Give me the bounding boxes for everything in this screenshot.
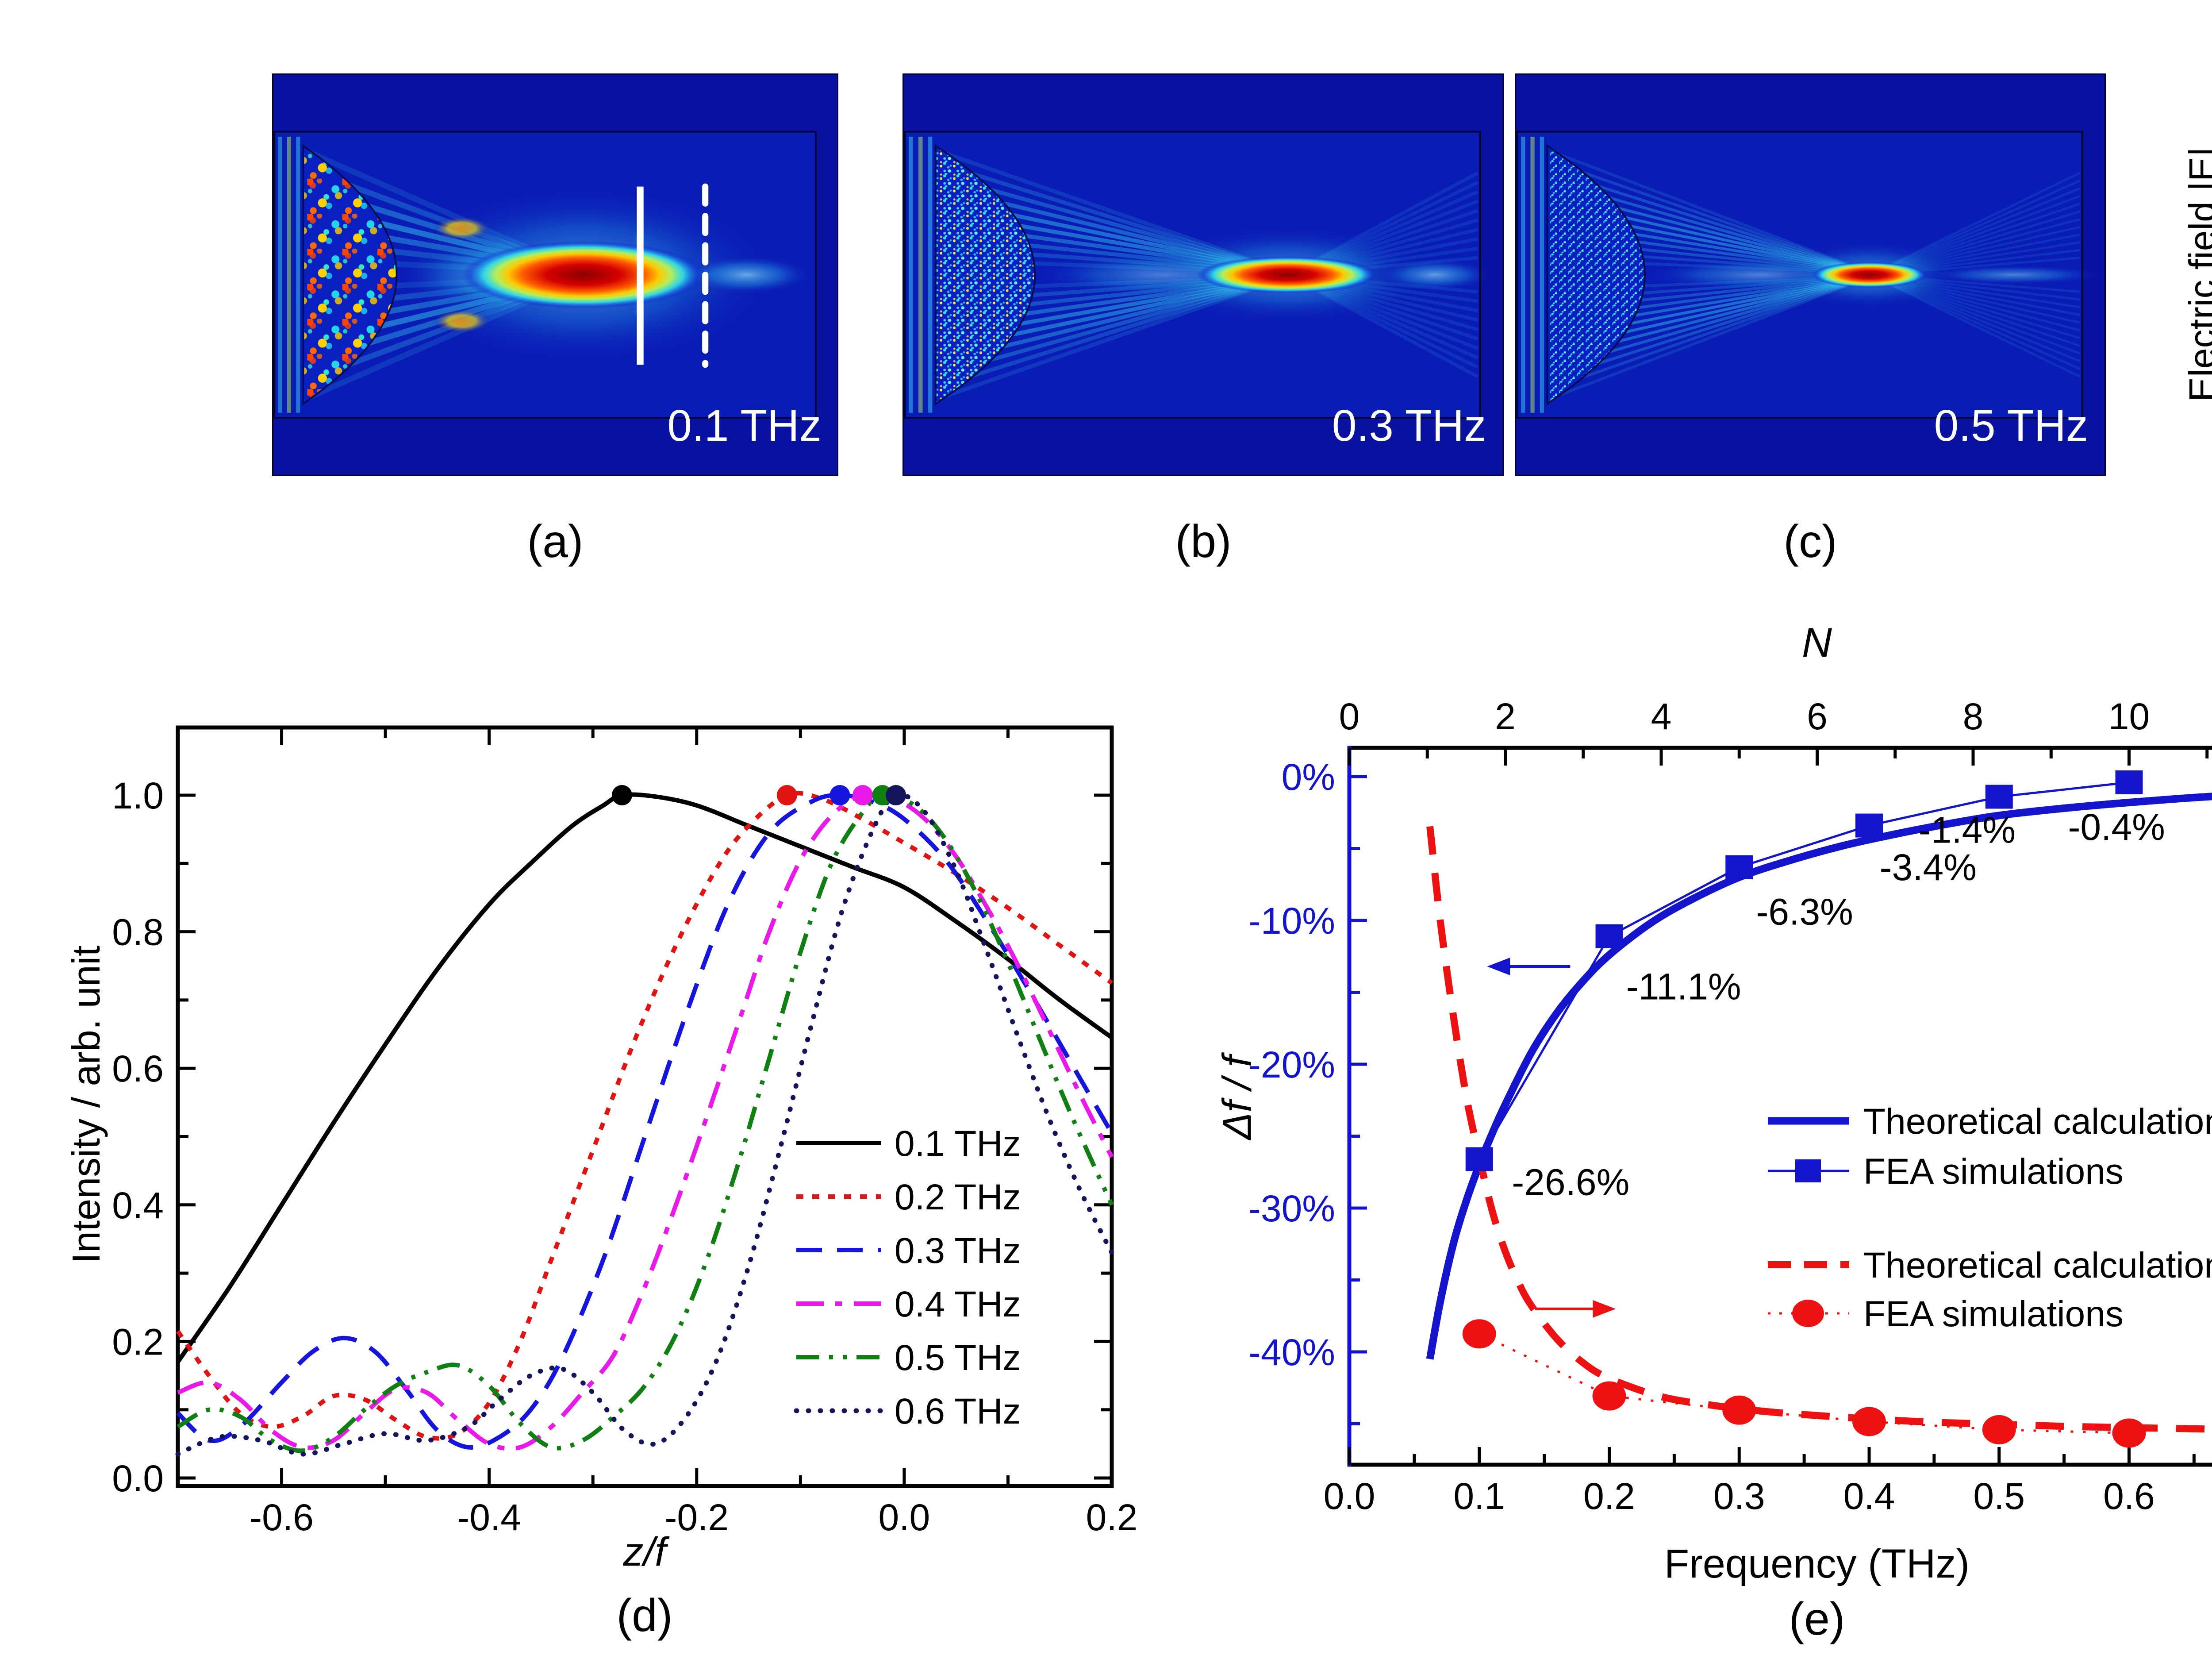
svg-text:8: 8: [1963, 696, 1984, 737]
svg-text:0.1: 0.1: [1453, 1475, 1505, 1517]
panel-e-plot: 0.00.10.20.30.40.50.60.70246810120%-10%-…: [1248, 696, 2212, 1517]
svg-text:0.5 THz: 0.5 THz: [895, 1338, 1021, 1378]
e-ticks: [1348, 748, 2209, 1465]
e-fea-circles: [1462, 1319, 2146, 1448]
e-left-axis-label: Δf / f: [1214, 1055, 1260, 1140]
focal-spot: [461, 241, 706, 309]
e-arrow: [1535, 1300, 1616, 1318]
field-map-panel-b: 0.3 THz: [902, 73, 1504, 476]
field-map-panel-a: 0.1 THz: [272, 73, 838, 476]
e-fea-squares: [1465, 770, 2143, 1171]
e-fea-blue-line: [1478, 781, 2129, 1160]
field-map-a: [272, 73, 838, 476]
svg-text:-0.4: -0.4: [457, 1497, 521, 1538]
svg-text:-0.6: -0.6: [250, 1497, 314, 1538]
svg-text:-6.3%: -6.3%: [1756, 891, 1853, 933]
svg-text:2: 2: [1495, 696, 1516, 737]
freq-label-c: 0.5 THz: [1934, 401, 2088, 451]
svg-text:-11.1%: -11.1%: [1626, 966, 1741, 1008]
svg-text:0.0: 0.0: [112, 1458, 164, 1499]
svg-text:-1.4%: -1.4%: [1919, 809, 2016, 851]
svg-text:0.4: 0.4: [112, 1185, 164, 1226]
panel-d-plot: -0.6 -0.4 -0.2 0.0 0.2 0.0 0.2 0.4 0.6 0.8 1.0 0.1 …: [112, 725, 1137, 1538]
d-tick-labels: -0.6 -0.4 -0.2 0.0 0.2 0.0 0.2 0.4 0.6 0.8 1.0: [112, 775, 1137, 1538]
d-curve-0.2THz: [176, 791, 1113, 1441]
d-curve-0.3THz: [176, 793, 1114, 1450]
svg-text:0.4 THz: 0.4 THz: [895, 1284, 1021, 1324]
e-curve-theory-blue: [1426, 793, 2212, 1360]
e-legend: Theoretical calculation FEA simulations Th…: [1768, 1101, 2212, 1334]
panel-label-c: (c): [1783, 516, 1837, 567]
svg-text:4: 4: [1651, 696, 1672, 737]
panel-label-a: (a): [527, 516, 584, 567]
field-map-c: [1515, 73, 2106, 476]
svg-text:0.1 THz: 0.1 THz: [895, 1124, 1021, 1164]
panel-label-e: (e): [1789, 1593, 1845, 1645]
e-top-axis-label: N: [1802, 619, 1832, 666]
svg-text:-10%: -10%: [1248, 900, 1335, 942]
d-peak-markers: [611, 785, 906, 805]
svg-text:0.6 THz: 0.6 THz: [895, 1391, 1021, 1432]
svg-text:0.2: 0.2: [1583, 1475, 1635, 1517]
e-annotations: -26.6% -11.1% -6.3% -3.4%-1.4% -0.4%: [1512, 806, 2165, 1203]
svg-text:0.0: 0.0: [1324, 1475, 1375, 1517]
svg-text:Theoretical calculation: Theoretical calculation: [1863, 1245, 2212, 1286]
e-curve-theory-red: [1426, 826, 2212, 1433]
svg-text:0.4: 0.4: [1843, 1475, 1895, 1517]
svg-text:10: 10: [2108, 696, 2150, 737]
panel-label-b: (b): [1175, 516, 1232, 567]
svg-text:-40%: -40%: [1248, 1332, 1335, 1373]
svg-text:0.3 THz: 0.3 THz: [895, 1231, 1021, 1271]
svg-text:FEA simulations: FEA simulations: [1863, 1294, 2124, 1334]
e-x-axis-label: Frequency (THz): [1664, 1541, 1970, 1586]
d-ticks: [176, 727, 1114, 1486]
svg-text:-26.6%: -26.6%: [1512, 1162, 1629, 1203]
freq-label-b: 0.3 THz: [1332, 401, 1486, 451]
svg-text:0.8: 0.8: [112, 912, 164, 953]
svg-text:-0.4%: -0.4%: [2068, 806, 2165, 848]
svg-text:FEA simulations: FEA simulations: [1863, 1151, 2124, 1192]
d-x-axis-label: z/f: [623, 1529, 666, 1574]
svg-text:-20%: -20%: [1248, 1044, 1335, 1085]
panel-label-d: (d): [616, 1590, 673, 1641]
field-map-panel-c: 0.5 THz: [1515, 73, 2106, 476]
svg-text:-30%: -30%: [1248, 1188, 1335, 1229]
svg-text:0.3: 0.3: [1713, 1475, 1765, 1517]
svg-text:6: 6: [1807, 696, 1828, 737]
svg-text:0.2: 0.2: [1086, 1497, 1138, 1538]
freq-label-a: 0.1 THz: [667, 401, 822, 451]
svg-text:0.6: 0.6: [112, 1048, 164, 1089]
d-curve-0.1THz: [176, 792, 1113, 1363]
svg-text:0.2: 0.2: [112, 1321, 164, 1362]
e-tick-labels: 0.00.10.20.30.40.50.60.70246810120%-10%-…: [1248, 696, 2155, 1517]
svg-text:0.2 THz: 0.2 THz: [895, 1177, 1021, 1217]
svg-text:1.0: 1.0: [112, 775, 164, 816]
svg-text:Theoretical calculation: Theoretical calculation: [1863, 1101, 2212, 1142]
d-curve-0.5THz: [177, 793, 1114, 1453]
svg-text:0%: 0%: [1282, 756, 1335, 798]
svg-text:0: 0: [1339, 696, 1360, 737]
e-arrow: [1487, 958, 1571, 975]
svg-text:-0.2: -0.2: [664, 1497, 729, 1538]
svg-text:0.0: 0.0: [878, 1497, 930, 1538]
focal-spot: [1197, 256, 1378, 294]
svg-text:0.5: 0.5: [1973, 1475, 2025, 1517]
d-y-axis-label: Intensity / arb. unit: [64, 945, 108, 1264]
d-legend: 0.1 THz 0.2 THz 0.3 THz 0.4 THz 0.5 THz 0.6 T…: [794, 1124, 1021, 1432]
svg-text:-3.4%: -3.4%: [1880, 847, 1977, 888]
svg-text:0.6: 0.6: [2103, 1475, 2155, 1517]
focal-spot: [1811, 262, 1928, 288]
e-fea-red-line: [1479, 1333, 2129, 1434]
field-map-b: [902, 73, 1504, 476]
